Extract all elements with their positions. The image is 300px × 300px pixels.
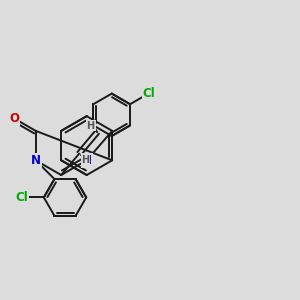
- Text: Cl: Cl: [143, 87, 156, 100]
- Text: Cl: Cl: [15, 191, 28, 204]
- Text: N: N: [82, 154, 92, 167]
- Text: N: N: [31, 154, 41, 167]
- Text: H: H: [87, 121, 95, 131]
- Text: H: H: [82, 155, 90, 165]
- Text: O: O: [9, 112, 19, 125]
